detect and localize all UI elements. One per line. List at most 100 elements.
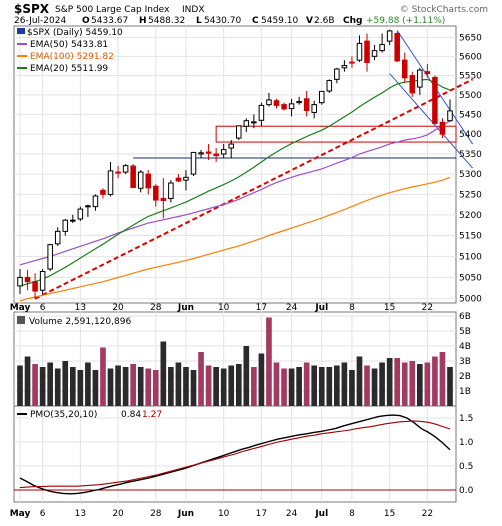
x-tick-label: 24 [286, 303, 298, 313]
candle-body [349, 61, 355, 64]
grid-lines [14, 26, 456, 502]
x-tick-label: Jun [177, 509, 194, 519]
candle-body [62, 219, 69, 232]
x-tick-label: Jun [177, 303, 194, 313]
price-y-tick: 5650 [459, 33, 482, 43]
volume-value: 2.6B [314, 16, 335, 26]
volume-bar [152, 370, 159, 406]
candle-body [236, 125, 242, 139]
stockcharts-watermark: © StockCharts.com [400, 5, 488, 15]
volume-bar [107, 368, 114, 406]
x-tick-label: Jul [314, 509, 328, 519]
ema-lines [19, 78, 451, 302]
price-legend: $SPX (Daily) 5459.10 [27, 28, 123, 38]
pmo-legend-prefix: PMO(35,20,10) [30, 410, 97, 420]
candle-body [39, 271, 46, 291]
high-value: 5488.32 [148, 16, 185, 26]
ema20-line [19, 78, 451, 287]
candle-body [318, 90, 325, 104]
x-tick-label: 13 [75, 509, 86, 519]
candle-body [92, 195, 99, 208]
volume-bar [69, 367, 76, 406]
volume-bar [183, 367, 189, 406]
close-value: 5459.10 [261, 16, 298, 26]
candle-body [288, 103, 295, 110]
x-tick-label: 17 [256, 303, 267, 313]
volume-bar [424, 362, 431, 406]
candle-body [24, 276, 31, 283]
volume-bar [296, 367, 302, 406]
low-value: 5430.70 [204, 16, 241, 26]
volume-y-tick: 5B [459, 327, 471, 337]
high-label: H [139, 16, 147, 26]
candle-body [205, 151, 212, 154]
x-tick-label: 13 [75, 303, 86, 313]
volume-bar [251, 367, 257, 406]
ema20-legend: EMA(20) 5511.99 [30, 64, 108, 74]
candle-body [417, 69, 423, 88]
volume-bar [77, 370, 84, 406]
candle-body [364, 40, 370, 63]
price-legend-swatch [17, 28, 25, 34]
candle-body [137, 171, 144, 189]
volume-legend: Volume 2,591,120,896 [29, 317, 131, 327]
candle-body [401, 59, 408, 79]
candle-body [243, 120, 250, 127]
open-value: 5433.67 [91, 16, 128, 26]
x-tick-label: 17 [256, 509, 267, 519]
volume-bar [228, 365, 235, 406]
candle-body [432, 76, 438, 124]
x-tick-label: 10 [218, 303, 230, 313]
candle-body [17, 276, 23, 287]
volume-bar [303, 362, 310, 406]
volume-bar [220, 368, 227, 406]
volume-bar [62, 361, 69, 406]
volume-bar [409, 361, 416, 406]
candle-body [311, 104, 317, 113]
candlesticks [17, 29, 453, 299]
pmo-y-tick: 0.0 [459, 486, 474, 496]
candle-body [447, 110, 453, 122]
open-label: O [82, 16, 90, 26]
index-name: S&P 500 Large Cap Index [55, 5, 170, 15]
x-tick-label: 24 [286, 509, 298, 519]
candle-body [409, 75, 416, 94]
volume-bar [85, 362, 91, 406]
x-tick-label: 15 [384, 303, 395, 313]
pmo-signal-value: 1.27 [142, 410, 162, 420]
candle-body [386, 30, 393, 42]
volume-bar [137, 367, 144, 406]
volume-y-tick: 1B [459, 387, 471, 397]
volume-bar [356, 356, 363, 406]
price-y-tick: 5200 [459, 211, 482, 221]
candle-body [334, 68, 340, 80]
x-tick-label: Jul [314, 303, 328, 313]
x-tick-label: May [10, 509, 31, 519]
volume-bar [24, 356, 31, 406]
candle-body [213, 153, 219, 157]
x-tick-label: 22 [422, 303, 433, 313]
volume-bar [243, 346, 250, 406]
volume-bar [394, 358, 401, 406]
price-y-tick: 5600 [459, 52, 482, 62]
volume-bar [447, 367, 453, 406]
low-label: L [196, 16, 202, 26]
volume-bar [379, 362, 385, 406]
price-y-tick: 5450 [459, 110, 482, 120]
price-y-tick: 5550 [459, 72, 482, 82]
price-y-tick: 5150 [459, 231, 482, 241]
candle-body [303, 98, 310, 111]
volume-bar [168, 367, 174, 406]
volume-bar [386, 358, 393, 406]
ema100-legend: EMA(100) 5291.82 [30, 52, 114, 62]
candle-body [115, 171, 121, 174]
volume-bar [281, 368, 287, 406]
candle-body [356, 42, 363, 61]
volume-bar [258, 353, 265, 406]
volume-y-tick: 2B [459, 372, 471, 382]
volume-bar [205, 365, 212, 406]
pmo-line [19, 414, 451, 495]
y-tick-labels: 5000 5050 5100 5150 5200 5250 5300 5350 5400 5450… [459, 33, 482, 496]
price-y-tick: 5100 [459, 252, 482, 262]
